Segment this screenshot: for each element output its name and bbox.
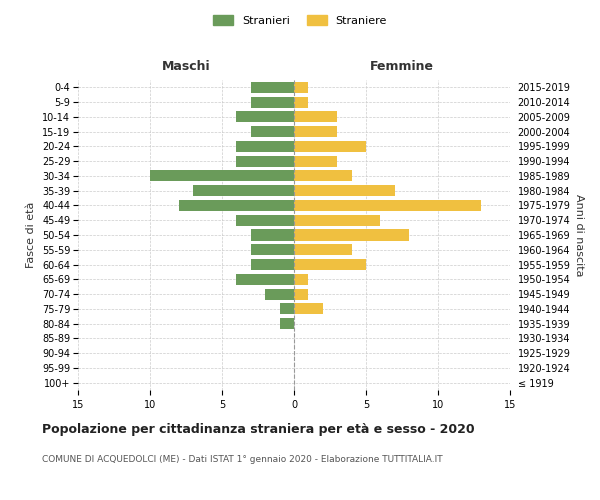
Legend: Stranieri, Straniere: Stranieri, Straniere bbox=[209, 10, 391, 30]
Text: Femmine: Femmine bbox=[370, 60, 434, 72]
Bar bbox=[294, 185, 395, 196]
Bar bbox=[265, 288, 294, 300]
Bar bbox=[236, 141, 294, 152]
Text: COMUNE DI ACQUEDOLCI (ME) - Dati ISTAT 1° gennaio 2020 - Elaborazione TUTTITALIA: COMUNE DI ACQUEDOLCI (ME) - Dati ISTAT 1… bbox=[42, 455, 443, 464]
Bar bbox=[294, 156, 337, 166]
Bar bbox=[294, 274, 308, 285]
Bar bbox=[294, 96, 308, 108]
Bar bbox=[294, 214, 380, 226]
Bar bbox=[251, 82, 294, 93]
Bar bbox=[294, 170, 352, 181]
Bar bbox=[236, 274, 294, 285]
Bar bbox=[294, 82, 308, 93]
Bar bbox=[150, 170, 294, 181]
Bar bbox=[294, 288, 308, 300]
Bar bbox=[294, 126, 337, 137]
Bar bbox=[280, 304, 294, 314]
Bar bbox=[179, 200, 294, 211]
Bar bbox=[251, 126, 294, 137]
Bar bbox=[236, 156, 294, 166]
Y-axis label: Fasce di età: Fasce di età bbox=[26, 202, 37, 268]
Bar bbox=[236, 112, 294, 122]
Bar bbox=[236, 214, 294, 226]
Bar bbox=[280, 318, 294, 329]
Bar bbox=[251, 230, 294, 240]
Y-axis label: Anni di nascita: Anni di nascita bbox=[574, 194, 584, 276]
Bar bbox=[294, 200, 481, 211]
Bar bbox=[294, 244, 352, 256]
Bar bbox=[294, 259, 366, 270]
Bar bbox=[294, 141, 366, 152]
Bar bbox=[251, 259, 294, 270]
Bar bbox=[294, 230, 409, 240]
Bar bbox=[251, 96, 294, 108]
Bar bbox=[294, 304, 323, 314]
Text: Maschi: Maschi bbox=[161, 60, 211, 72]
Bar bbox=[193, 185, 294, 196]
Bar bbox=[251, 244, 294, 256]
Text: Popolazione per cittadinanza straniera per età e sesso - 2020: Popolazione per cittadinanza straniera p… bbox=[42, 422, 475, 436]
Bar bbox=[294, 112, 337, 122]
